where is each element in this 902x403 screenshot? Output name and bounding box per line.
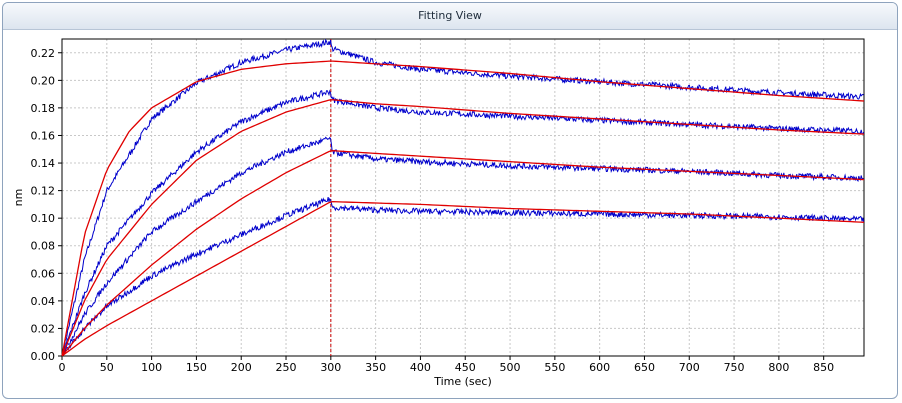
y-tick-label: 0.00 <box>31 350 56 363</box>
y-tick-label: 0.20 <box>31 74 56 87</box>
y-axis-title: nm <box>12 189 25 207</box>
y-tick-label: 0.06 <box>31 267 56 280</box>
y-tick-label: 0.02 <box>31 322 56 335</box>
y-tick-label: 0.10 <box>31 212 56 225</box>
grid <box>62 39 864 356</box>
measured-curve-1 <box>61 38 864 357</box>
x-tick-label: 150 <box>186 361 207 374</box>
x-tick-label: 100 <box>141 361 162 374</box>
fit-curve-3 <box>61 150 865 357</box>
x-tick-label: 550 <box>544 361 565 374</box>
panel-title: Fitting View <box>3 3 897 30</box>
fit-curve-1 <box>61 60 865 357</box>
measured-curve-3 <box>61 136 864 357</box>
fit-curve-2 <box>61 99 865 357</box>
y-tick-label: 0.22 <box>31 47 56 60</box>
x-axis-title: Time (sec) <box>433 375 492 388</box>
y-tick-label: 0.04 <box>31 295 56 308</box>
x-tick-label: 0 <box>59 361 66 374</box>
x-tick-label: 650 <box>634 361 655 374</box>
x-tick-label: 300 <box>320 361 341 374</box>
x-tick-label: 700 <box>679 361 700 374</box>
x-tick-label: 600 <box>589 361 610 374</box>
y-tick-label: 0.16 <box>31 129 56 142</box>
x-tick-label: 450 <box>455 361 476 374</box>
fit-curve-4 <box>61 201 865 357</box>
x-tick-label: 850 <box>813 361 834 374</box>
fitting-chart: 0 50 100 150 200 250 300 350 400 450 500 550 600 650 7… <box>12 38 865 388</box>
x-tick-label: 350 <box>365 361 386 374</box>
plot-area <box>61 38 865 357</box>
y-tick-label: 0.08 <box>31 240 56 253</box>
fitting-view-panel: Fitting View 0 50 100 150 200 250 300 350 400 450… <box>2 2 898 399</box>
x-tick-label: 250 <box>276 361 297 374</box>
y-tick-label: 0.12 <box>31 185 56 198</box>
series-group <box>61 38 865 357</box>
x-tick-label: 200 <box>231 361 252 374</box>
x-tick-label: 400 <box>410 361 431 374</box>
y-tick-label: 0.18 <box>31 102 56 115</box>
x-tick-label: 800 <box>768 361 789 374</box>
x-tick-label: 500 <box>500 361 521 374</box>
measured-curve-4 <box>61 196 865 357</box>
x-tick-label: 750 <box>724 361 745 374</box>
axes: 0 50 100 150 200 250 300 350 400 450 500 550 600 650 7… <box>31 47 835 374</box>
x-tick-label: 50 <box>100 361 114 374</box>
measured-curve-2 <box>61 89 865 357</box>
y-tick-label: 0.14 <box>31 157 56 170</box>
